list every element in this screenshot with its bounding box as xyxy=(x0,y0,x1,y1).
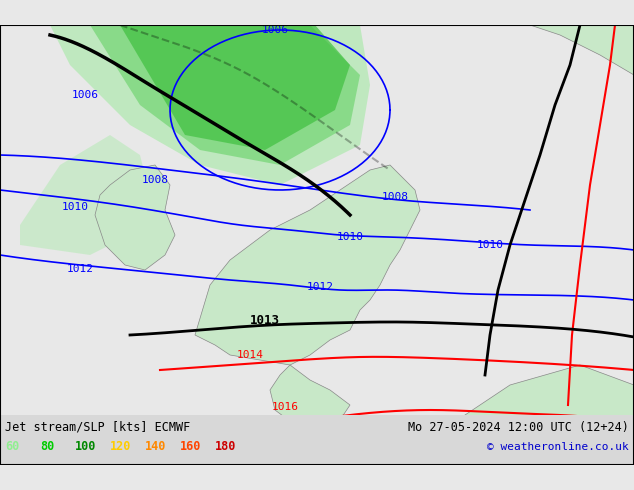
Text: 140: 140 xyxy=(145,441,166,454)
Polygon shape xyxy=(50,25,370,185)
Text: 1006: 1006 xyxy=(72,90,98,100)
Polygon shape xyxy=(530,25,634,75)
Polygon shape xyxy=(95,165,175,270)
Text: 160: 160 xyxy=(180,441,202,454)
Text: 80: 80 xyxy=(40,441,55,454)
Text: 1012: 1012 xyxy=(67,264,93,274)
Text: 1008: 1008 xyxy=(382,192,408,202)
Text: 120: 120 xyxy=(110,441,131,454)
Polygon shape xyxy=(120,25,350,150)
Bar xyxy=(0,415,634,465)
Text: 60: 60 xyxy=(5,441,19,454)
Text: © weatheronline.co.uk: © weatheronline.co.uk xyxy=(488,442,629,452)
Polygon shape xyxy=(270,365,350,430)
Text: Mo 27-05-2024 12:00 UTC (12+24): Mo 27-05-2024 12:00 UTC (12+24) xyxy=(408,420,629,434)
Polygon shape xyxy=(90,25,360,165)
Text: 100: 100 xyxy=(75,441,96,454)
Text: 1006: 1006 xyxy=(261,25,288,35)
Text: 1013: 1013 xyxy=(250,314,280,326)
Polygon shape xyxy=(20,135,150,255)
Text: 1010: 1010 xyxy=(337,232,363,242)
Text: 1008: 1008 xyxy=(141,175,169,185)
Text: 1016: 1016 xyxy=(271,402,299,412)
Text: 1010: 1010 xyxy=(477,240,503,250)
Text: 1014: 1014 xyxy=(236,350,264,360)
Text: Jet stream/SLP [kts] ECMWF: Jet stream/SLP [kts] ECMWF xyxy=(5,420,190,434)
Text: 1010: 1010 xyxy=(61,202,89,212)
Polygon shape xyxy=(195,165,420,365)
Text: 1018: 1018 xyxy=(557,440,583,450)
Text: 180: 180 xyxy=(215,441,236,454)
Text: 1012: 1012 xyxy=(306,282,333,292)
Polygon shape xyxy=(420,365,634,465)
